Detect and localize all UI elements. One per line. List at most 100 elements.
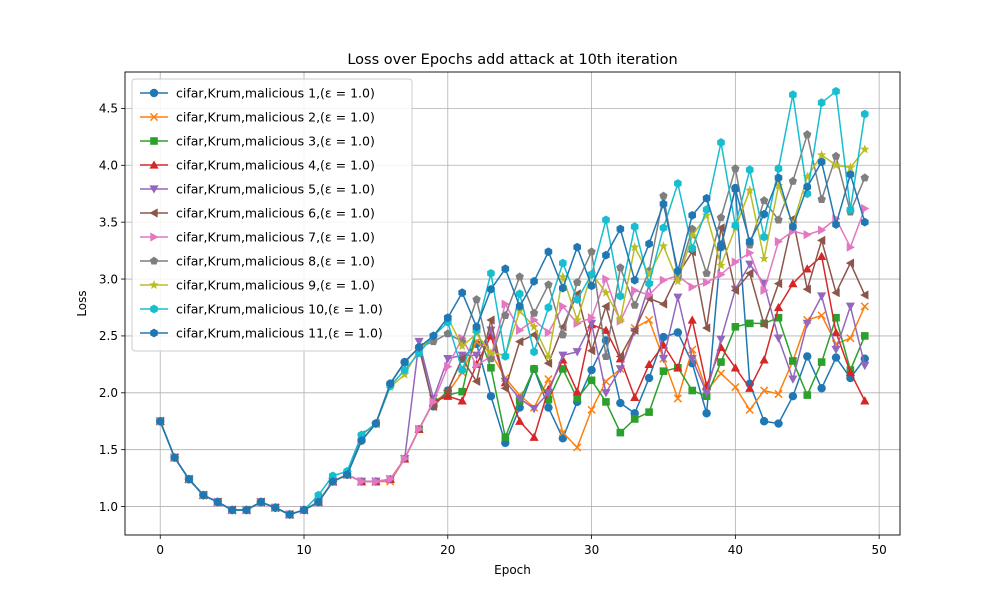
- series-2-point: [774, 389, 783, 399]
- series-10-point: [760, 232, 768, 242]
- series-9-point: [644, 269, 654, 279]
- series-1-point: [558, 434, 568, 443]
- series-11-point: [602, 250, 610, 260]
- series-4-point: [457, 396, 467, 405]
- series-9-point: [687, 230, 697, 240]
- series-3-point: [789, 357, 797, 365]
- series-7-point: [444, 362, 453, 372]
- series-7-point: [415, 424, 424, 434]
- series-3-point: [616, 428, 625, 437]
- series-6-point: [730, 285, 740, 296]
- legend-item: cifar,Krum,malicious 1,(ε = 1.0): [140, 86, 375, 101]
- series-8-point: [573, 278, 582, 287]
- series-1-point: [616, 398, 625, 408]
- series-7-point: [530, 315, 539, 325]
- series-1-point: [644, 373, 654, 383]
- series-7-point: [760, 285, 769, 296]
- series-4-point: [572, 387, 582, 396]
- series-7-point: [602, 274, 611, 284]
- series-4-point: [515, 416, 525, 425]
- series-6-point: [773, 278, 783, 289]
- series-10-point: [745, 165, 754, 175]
- series-11: [156, 157, 869, 519]
- series-5-point: [716, 335, 726, 344]
- x-tick-label: 30: [584, 543, 599, 557]
- series-9-point: [615, 315, 626, 325]
- series-8-point: [616, 263, 625, 272]
- legend-item: cifar,Krum,malicious 10,(ε = 1.0): [140, 302, 383, 317]
- series-9-point: [486, 347, 496, 358]
- series-7-point: [544, 327, 554, 338]
- series-11-point: [501, 264, 510, 274]
- series-6-point: [428, 401, 438, 412]
- series-10-point: [731, 221, 740, 230]
- series-10-point: [688, 243, 697, 253]
- series-3-point: [573, 394, 582, 403]
- legend: cifar,Krum,malicious 1,(ε = 1.0) cifar,Kr…: [131, 78, 413, 352]
- series-11-point: [156, 416, 165, 426]
- series-10-point: [314, 490, 323, 500]
- series-11-point: [170, 453, 179, 463]
- series-11-point: [472, 322, 481, 332]
- series-2-point: [573, 443, 582, 452]
- series-6-point: [500, 383, 509, 393]
- series-6-point: [515, 337, 524, 347]
- legend-label: cifar,Krum,malicious 2,(ε = 1.0): [176, 110, 375, 125]
- series-2-point: [860, 302, 869, 311]
- series-9-point: [558, 271, 568, 281]
- legend-marker: [149, 88, 159, 98]
- series-11-point: [774, 173, 783, 183]
- series-11-point: [357, 436, 366, 445]
- series-8-point: [860, 173, 869, 182]
- series-9-point: [816, 150, 827, 160]
- series-6-point: [443, 385, 452, 396]
- series-6-point: [759, 319, 768, 330]
- series-7-point: [587, 313, 597, 323]
- legend-label: cifar,Krum,malicious 3,(ε = 1.0): [176, 134, 375, 149]
- series-11-point: [803, 182, 812, 192]
- series-4-point: [788, 278, 798, 288]
- series-11-point: [760, 209, 768, 219]
- series-11-point: [688, 210, 697, 220]
- series-11-point: [242, 505, 251, 515]
- y-tick-label: 3.5: [99, 215, 118, 229]
- x-tick-label: 20: [440, 543, 455, 557]
- y-tick-label: 3.0: [99, 272, 118, 286]
- series-2-point: [817, 311, 826, 320]
- series-4-point: [644, 359, 654, 369]
- series-5-point: [687, 354, 697, 364]
- series-8-point: [630, 300, 639, 309]
- series-11-point: [271, 503, 280, 513]
- series-5-point: [831, 345, 841, 355]
- axis-ticks: 0 10 20 30 40 50 1.0 1.5 2.0 2.5 3.0 3.5 4.0 4.5: [99, 102, 887, 557]
- series-6-point: [543, 358, 553, 368]
- series-11-point: [285, 510, 294, 519]
- legend-label: cifar,Krum,malicious 8,(ε = 1.0): [176, 254, 375, 269]
- x-tick-label: 0: [156, 543, 164, 557]
- series-11-point: [443, 313, 452, 323]
- series-10-point: [573, 295, 582, 304]
- series-11-point: [386, 379, 395, 389]
- series-5-point: [443, 354, 453, 364]
- series-11-point: [429, 331, 438, 341]
- series-4-point: [817, 251, 827, 260]
- series-6-point: [529, 330, 538, 340]
- series-1-point: [788, 392, 798, 401]
- series-8-point: [515, 272, 524, 281]
- series-1-point: [831, 353, 841, 362]
- series-11-point: [544, 247, 553, 257]
- series-1-point: [486, 392, 496, 401]
- series-10-point: [817, 98, 826, 108]
- y-tick-label: 4.0: [99, 159, 118, 173]
- series-9-point: [802, 171, 813, 181]
- series-5-point: [601, 389, 611, 398]
- legend-box: [131, 78, 413, 352]
- legend-marker: [150, 304, 158, 314]
- legend-item: cifar,Krum,malicious 4,(ε = 1.0): [140, 158, 375, 173]
- series-8-point: [688, 224, 697, 233]
- series-11-point: [415, 342, 423, 352]
- series-8-point: [774, 215, 783, 224]
- series-5-point: [529, 405, 539, 414]
- legend-marker: [149, 256, 159, 265]
- series-8-point: [817, 195, 826, 203]
